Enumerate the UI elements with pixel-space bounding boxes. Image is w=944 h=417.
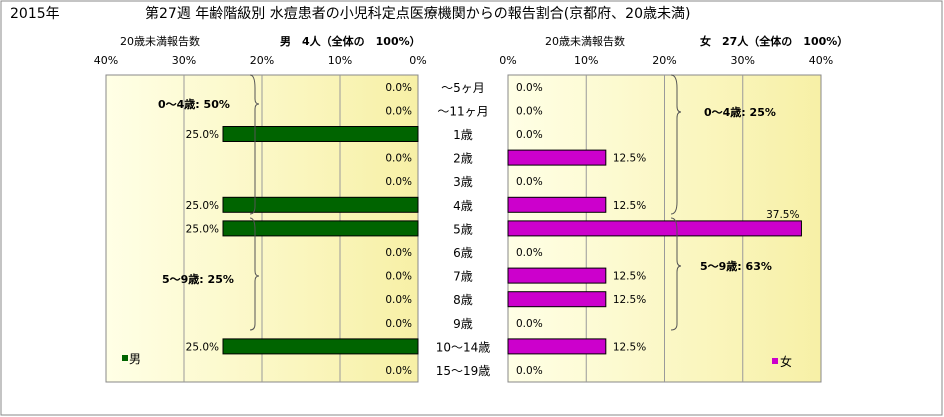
male-data-label: 0.0% [385, 318, 412, 330]
male-data-label: 0.0% [385, 82, 412, 94]
male-bars [222, 126, 419, 355]
category-labels: ～5ヶ月 ～11ヶ月 1歳 2歳 3歳 4歳 5歳 6歳 7歳 8歳 9歳 10～14歳 15～19歳 [436, 81, 491, 378]
male-data-label: 0.0% [385, 153, 412, 165]
female-panel-header: 女 27人（全体の 100%） [700, 34, 848, 48]
category-label: ～5ヶ月 [441, 81, 485, 95]
female-xlabel: 20歳未満報告数 [545, 35, 625, 48]
chart-title: 第27週 年齢階級別 水痘患者の小児科定点医療機関からの報告割合(京都府、20歳… [145, 5, 690, 22]
male-data-label: 0.0% [385, 105, 412, 117]
female-bracket-0-4 [670, 74, 682, 215]
female-legend: 女 [772, 354, 792, 369]
category-label: 3歳 [453, 175, 473, 189]
male-legend-label: 男 [129, 352, 141, 366]
category-label: 9歳 [453, 317, 473, 331]
male-data-label: 0.0% [385, 271, 412, 283]
female-bracket-label-5-9: 5～9歳: 63% [700, 259, 772, 273]
male-legend-swatch [122, 355, 128, 361]
male-bar [222, 220, 419, 237]
male-tick-label: 10% [328, 54, 352, 67]
male-legend: 男 [122, 352, 141, 366]
male-data-label: 0.0% [385, 247, 412, 259]
male-bracket-0-4 [249, 74, 260, 215]
female-bar [507, 267, 607, 284]
male-data-label: 0.0% [385, 365, 412, 377]
category-label: 10～14歳 [436, 340, 491, 354]
female-data-label: 12.5% [613, 153, 646, 165]
female-tick-label: 30% [731, 54, 755, 67]
male-xlabel: 20歳未満報告数 [120, 35, 200, 48]
category-label: ～11ヶ月 [437, 104, 488, 118]
male-bracket-label-5-9: 5～9歳: 25% [162, 272, 234, 286]
female-bar [507, 196, 607, 213]
male-tick-label: 40% [94, 54, 118, 67]
female-data-label: 0.0% [516, 318, 543, 330]
male-bar [222, 196, 419, 213]
male-data-labels: 0.0% 0.0% 25.0% 0.0% 0.0% 25.0% 25.0% 0.0% 0.0% 0… [186, 82, 412, 377]
male-bracket-label-0-4: 0～4歳: 50% [158, 97, 230, 111]
category-label: 2歳 [453, 152, 473, 166]
female-data-label: 0.0% [516, 176, 543, 188]
category-label: 15～19歳 [436, 364, 491, 378]
female-bracket-5-9 [670, 217, 682, 331]
category-label: 1歳 [453, 128, 473, 142]
male-data-label: 0.0% [385, 176, 412, 188]
male-tick-label: 30% [172, 54, 196, 67]
male-axis-ticks: 0% 10% 20% 30% 40% [94, 54, 427, 67]
male-data-label: 25.0% [186, 200, 219, 212]
female-data-label: 0.0% [516, 365, 543, 377]
female-brackets: 0～4歳: 25% 5～9歳: 63% [670, 74, 776, 331]
female-data-label: 0.0% [516, 105, 543, 117]
category-label: 6歳 [453, 246, 473, 260]
female-bars [507, 149, 802, 355]
male-bar [222, 126, 419, 142]
male-tick-label: 0% [409, 54, 426, 67]
female-data-labels: 0.0% 0.0% 0.0% 12.5% 0.0% 12.5% 37.5% 0.0% 12.5%… [516, 82, 799, 377]
female-tick-label: 10% [574, 54, 598, 67]
category-label: 7歳 [453, 270, 473, 284]
category-label: 8歳 [453, 293, 473, 307]
male-bar [222, 338, 419, 355]
female-data-label: 12.5% [613, 200, 646, 212]
male-tick-label: 20% [250, 54, 274, 67]
category-label: 5歳 [453, 222, 473, 236]
male-data-label: 25.0% [186, 129, 219, 141]
female-data-label: 0.0% [516, 82, 543, 94]
female-data-label: 37.5% [766, 209, 799, 221]
female-legend-swatch [772, 358, 778, 364]
female-bar [507, 149, 607, 166]
male-panel-header: 男 4人（全体の 100%） [280, 34, 421, 48]
female-tick-label: 0% [499, 54, 516, 67]
female-tick-label: 40% [809, 54, 833, 67]
male-data-label: 25.0% [186, 223, 219, 235]
year-label: 2015年 [10, 6, 60, 22]
female-data-label: 0.0% [516, 129, 543, 141]
female-bar [507, 291, 607, 308]
female-axis-ticks: 0% 10% 20% 30% 40% [499, 54, 833, 67]
female-legend-label: 女 [780, 354, 792, 369]
male-bracket-5-9 [249, 217, 260, 331]
female-data-label: 12.5% [613, 271, 646, 283]
female-data-label: 12.5% [613, 341, 646, 353]
female-data-label: 12.5% [613, 294, 646, 306]
female-data-label: 0.0% [516, 247, 543, 259]
male-data-label: 0.0% [385, 294, 412, 306]
female-bar [507, 220, 802, 237]
male-brackets: 0～4歳: 50% 5～9歳: 25% [158, 74, 260, 331]
female-bracket-label-0-4: 0～4歳: 25% [704, 105, 776, 119]
female-tick-label: 20% [652, 54, 676, 67]
category-label: 4歳 [453, 199, 473, 213]
female-bar [507, 338, 607, 355]
male-data-label: 25.0% [186, 341, 219, 353]
